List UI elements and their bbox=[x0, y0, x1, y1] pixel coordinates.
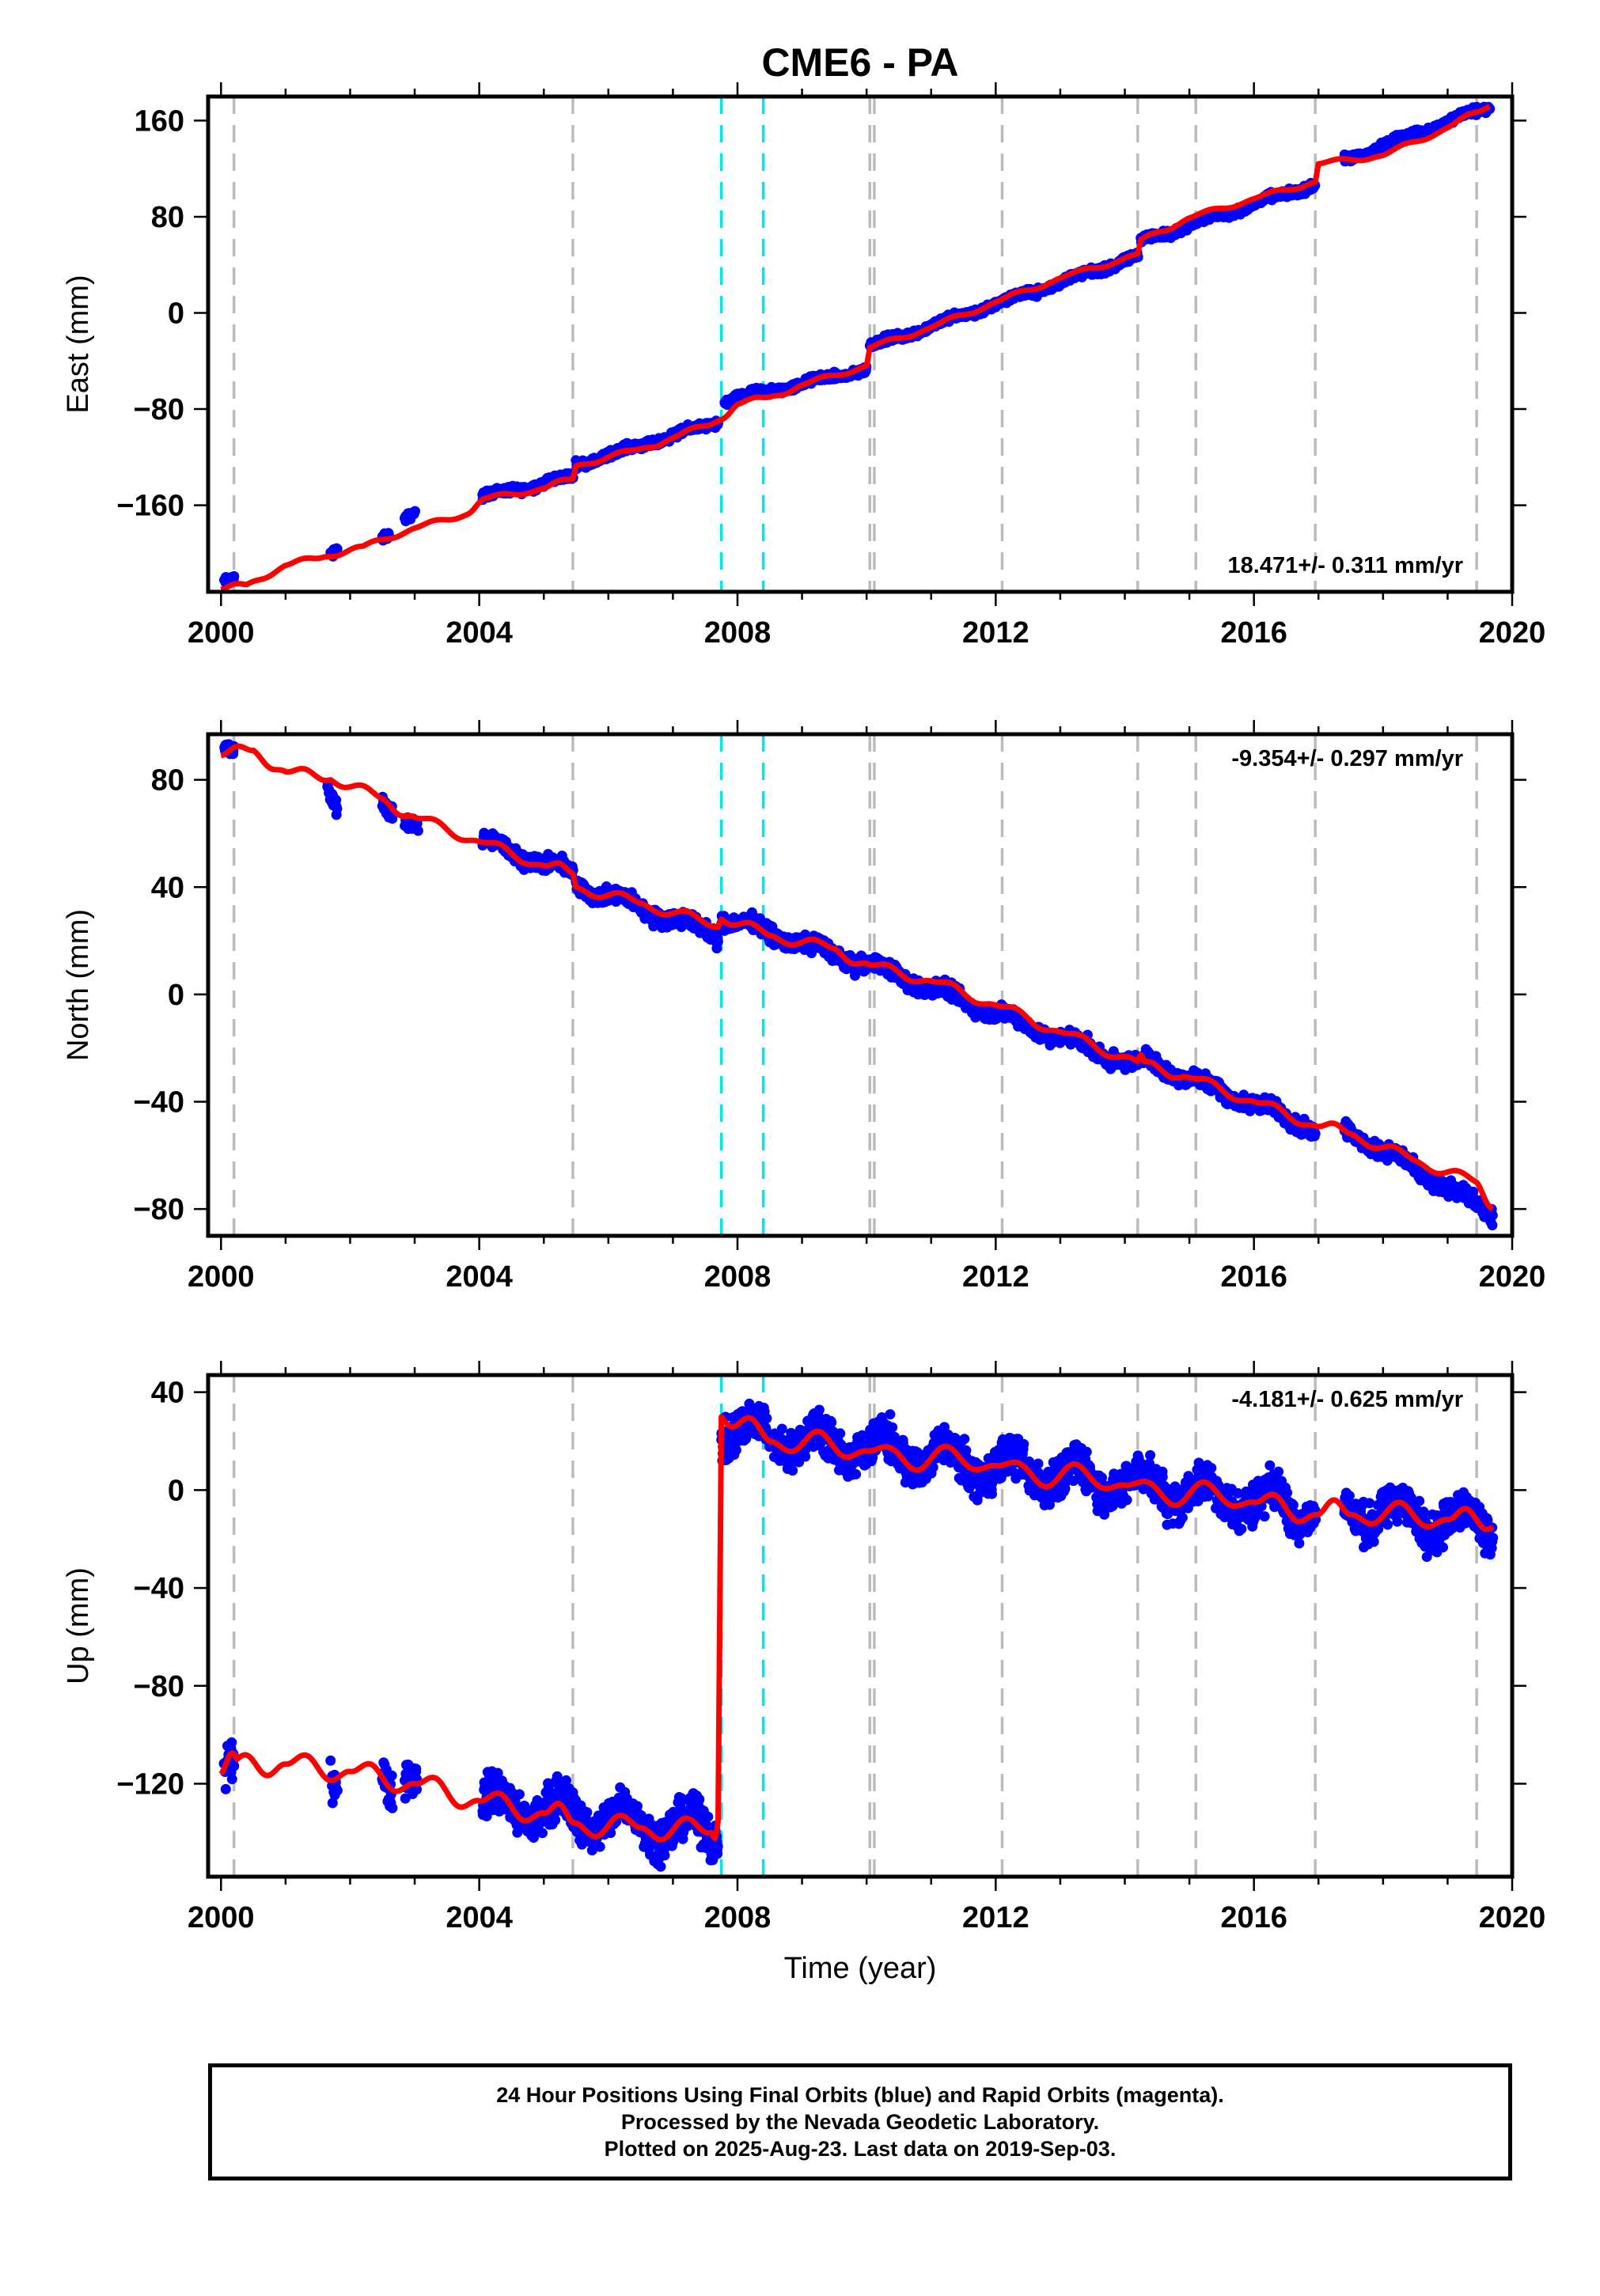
data-point bbox=[226, 1737, 237, 1748]
data-point bbox=[332, 544, 343, 555]
data-point bbox=[1487, 1210, 1498, 1221]
data-point bbox=[712, 936, 723, 947]
panel-up: 2000 2004 2008 2012 2016 2020−120−80−40040Up … bbox=[62, 1361, 1545, 1985]
y-tick-label: 160 bbox=[135, 104, 184, 138]
data-point bbox=[411, 1764, 422, 1775]
data-point bbox=[412, 825, 423, 836]
rate-annotation: -9.354+/- 0.297 mm/yr bbox=[1231, 746, 1463, 771]
panel-north: 2000 2004 2008 2012 2016 2020 −80 −40 0 40 80 North… bbox=[62, 720, 1545, 1294]
y-tick-label: −80 bbox=[134, 1193, 184, 1226]
data-point bbox=[1487, 1220, 1498, 1231]
y-tick-label: −40 bbox=[134, 1085, 184, 1119]
x-tick-label: 2012 bbox=[962, 1260, 1029, 1294]
x-tick-label: 2008 bbox=[704, 616, 772, 650]
x-tick-label: 2004 bbox=[445, 1260, 513, 1294]
data-point bbox=[387, 813, 398, 824]
x-tick-label: 2016 bbox=[1220, 1260, 1287, 1294]
plot-area bbox=[219, 97, 1496, 592]
data-points bbox=[219, 739, 1498, 1231]
data-point bbox=[332, 1785, 343, 1796]
y-tick-label: −160 bbox=[116, 490, 184, 523]
y-tick-label: −80 bbox=[134, 393, 184, 426]
x-tick-label: 2000 bbox=[188, 1260, 255, 1294]
data-point bbox=[220, 1783, 231, 1794]
data-points bbox=[219, 101, 1496, 588]
y-axis-label: North (mm) bbox=[62, 909, 95, 1061]
y-tick-label: 80 bbox=[151, 764, 184, 798]
y-axis-label: East (mm) bbox=[62, 275, 95, 413]
data-point bbox=[327, 1798, 338, 1809]
plot-frame bbox=[206, 94, 1515, 594]
data-point bbox=[492, 1767, 503, 1779]
y-tick-label: 0 bbox=[168, 297, 184, 330]
figure-title: CME6 - PA bbox=[761, 40, 958, 85]
data-point bbox=[1310, 1128, 1321, 1139]
x-tick-label: 2016 bbox=[1220, 616, 1287, 650]
data-point bbox=[386, 1770, 397, 1781]
data-point bbox=[387, 1802, 398, 1813]
x-tick-label: 2004 bbox=[445, 616, 513, 650]
y-tick-label: 0 bbox=[168, 979, 184, 1012]
data-points bbox=[218, 1398, 1499, 1872]
plot-area bbox=[218, 1375, 1499, 1877]
data-point bbox=[332, 803, 343, 814]
panel-east: 2000 2004 2008 2012 2016 2020 −160 −80 0 80 160 Eas… bbox=[62, 82, 1545, 650]
data-point bbox=[325, 1755, 336, 1766]
rate-annotation: 18.471+/- 0.311 mm/yr bbox=[1228, 553, 1463, 578]
x-tick-label: 2020 bbox=[1479, 616, 1546, 650]
model-fit-line bbox=[219, 743, 1495, 1212]
plot-frame bbox=[206, 732, 1515, 1238]
data-point bbox=[410, 506, 420, 517]
data-point bbox=[481, 1811, 492, 1822]
y-tick-label: 80 bbox=[151, 201, 184, 234]
x-tick-label: 2012 bbox=[962, 616, 1029, 650]
x-tick-label: 2000 bbox=[188, 616, 255, 650]
data-point bbox=[226, 1774, 237, 1785]
plot-area bbox=[219, 734, 1498, 1236]
x-tick-label: 2008 bbox=[704, 1260, 772, 1294]
model-fit-line bbox=[219, 104, 1492, 592]
data-point bbox=[229, 1760, 240, 1771]
data-point bbox=[229, 570, 240, 582]
x-tick-label: 2020 bbox=[1479, 1260, 1546, 1294]
y-tick-label: 40 bbox=[151, 871, 184, 904]
